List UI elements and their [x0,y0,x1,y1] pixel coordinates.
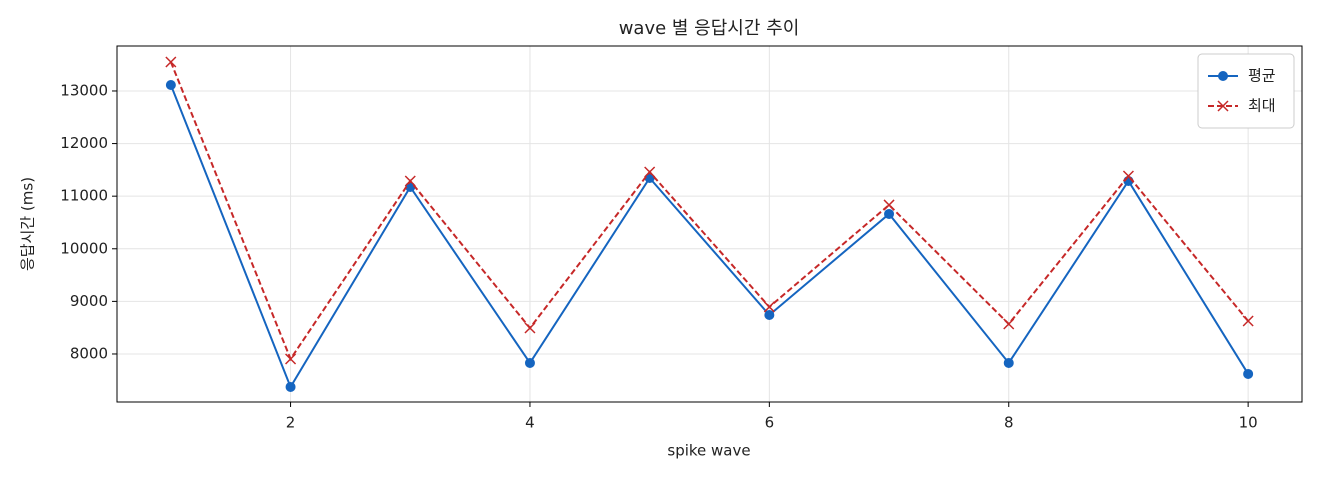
series-line [169,61,1249,362]
y-tick-label: 9000 [70,292,108,310]
series-line [169,84,1249,390]
legend-label: 평균 [1248,67,1276,85]
point [285,381,296,392]
y-axis-label: 응답시간 (ms) [19,177,37,271]
x-tick-label: 4 [525,414,535,432]
y-tick-label: 12000 [60,134,108,152]
y-tick-label: 13000 [60,81,108,99]
point [165,56,177,68]
chart-title: wave 별 응답시간 추이 [619,18,800,39]
point [884,208,895,219]
x-tick-label: 6 [765,414,775,432]
y-tick-label: 8000 [70,344,108,362]
y-tick-label: 11000 [60,187,108,205]
point [1003,357,1014,368]
legend-box [1197,53,1295,129]
x-tick-label: 2 [286,414,296,432]
legend-label: 최대 [1248,97,1276,115]
point [524,322,536,334]
x-tick-label: 10 [1239,414,1258,432]
point [883,199,895,211]
point [764,309,775,320]
x-tick-label: 8 [1004,414,1014,432]
plot-frame [116,45,1303,403]
point [1003,318,1015,330]
point [404,175,416,187]
legend-marker [1218,71,1228,81]
point [1122,170,1134,182]
x-axis-label: spike wave [667,442,750,460]
point [1242,315,1254,327]
point [644,166,656,178]
point [165,79,176,90]
legend-marker [1217,100,1229,112]
point [524,357,535,368]
y-tick-label: 10000 [60,239,108,257]
point [763,301,775,313]
point [1243,368,1254,379]
point [285,353,297,365]
